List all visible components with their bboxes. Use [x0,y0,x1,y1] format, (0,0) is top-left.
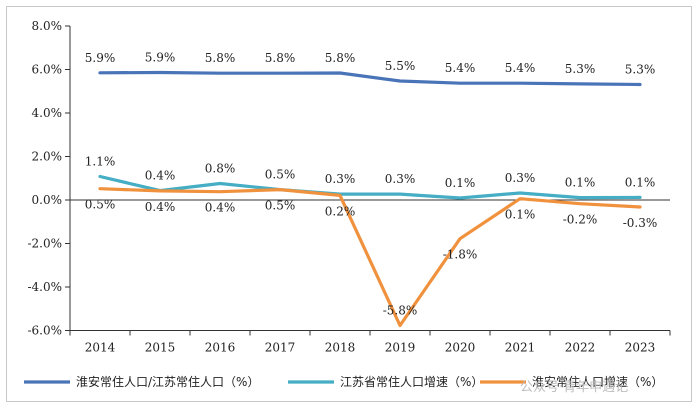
data-label: -1.8% [443,248,478,262]
data-label: 0.1% [625,175,656,189]
data-label: 5.4% [505,61,536,75]
data-label: -5.8% [383,303,418,317]
data-label: 5.8% [265,51,296,65]
data-label: 0.3% [325,172,356,186]
data-label: 5.4% [445,61,476,75]
x-tick-label: 2020 [445,341,476,355]
x-tick-label: 2018 [325,341,356,355]
legend-label-2: 江苏省常住人口增速（%） [340,375,483,389]
y-tick-label: 4.0% [32,106,63,120]
x-tick-label: 2015 [145,341,176,355]
data-label: 0.5% [265,199,296,213]
x-tick-label: 2019 [385,341,416,355]
data-label: 0.5% [265,168,296,182]
y-tick-label: -4.0% [27,280,62,294]
data-label: 0.3% [385,172,416,186]
axis-layer: -6.0% -4.0% -2.0% 0.0% 2.0% 4.0% 6.0% 8.0% 2014 2… [27,19,671,355]
data-label: 0.4% [145,200,176,214]
data-label: 1.1% [85,155,116,169]
data-label: 0.1% [505,208,536,222]
y-tick-label: 6.0% [32,63,63,77]
data-label: -0.2% [563,213,598,227]
legend-label-3: 淮安常住人口增速（%） [532,374,663,389]
x-tick-label: 2014 [85,341,116,355]
data-label: 0.5% [85,198,116,212]
legend: 淮安常住人口/江苏常住人口（%） 江苏省常住人口增速（%） 淮安常住人口增速（%） [24,374,663,389]
data-label: 0.4% [205,201,236,215]
series-line-3 [98,187,642,328]
y-tick-label: -6.0% [27,324,62,338]
data-label: 0.1% [445,176,476,190]
x-tick-label: 2017 [265,341,296,355]
series-line-1 [98,70,642,87]
y-tick-label: -2.0% [27,237,62,251]
data-label: 5.3% [565,62,596,76]
data-label: 5.8% [325,51,356,65]
data-label: 0.8% [205,161,236,175]
chart-frame [6,6,692,402]
series-line-2 [98,174,642,200]
legend-label-1: 淮安常住人口/江苏常住人口（%） [76,374,259,389]
y-tick-label: 2.0% [32,150,63,164]
series-layer [98,70,642,328]
x-tick-label: 2023 [625,341,656,355]
data-label: 0.3% [505,171,536,185]
data-label: 0.1% [565,176,596,190]
data-label: 5.3% [625,63,656,77]
x-tick-label: 2022 [565,341,596,355]
data-label: -0.3% [623,216,658,230]
data-label: 5.5% [385,59,416,73]
watermark-text: 公众号·青年申遇记 [520,380,628,395]
y-tick-label: 8.0% [32,19,63,33]
data-label: 0.4% [145,169,176,183]
data-label: 0.2% [325,204,356,218]
data-label: 5.8% [205,51,236,65]
x-tick-label: 2021 [505,341,536,355]
data-label: 5.9% [85,51,116,65]
data-label-layer: 5.9% 5.9% 5.8% 5.8% 5.8% 5.5% 5.4% 5.4% 5.3% 5.3%… [85,51,658,318]
y-tick-label: 0.0% [32,193,63,207]
data-label: 5.9% [145,51,176,65]
x-tick-label: 2016 [205,341,236,355]
